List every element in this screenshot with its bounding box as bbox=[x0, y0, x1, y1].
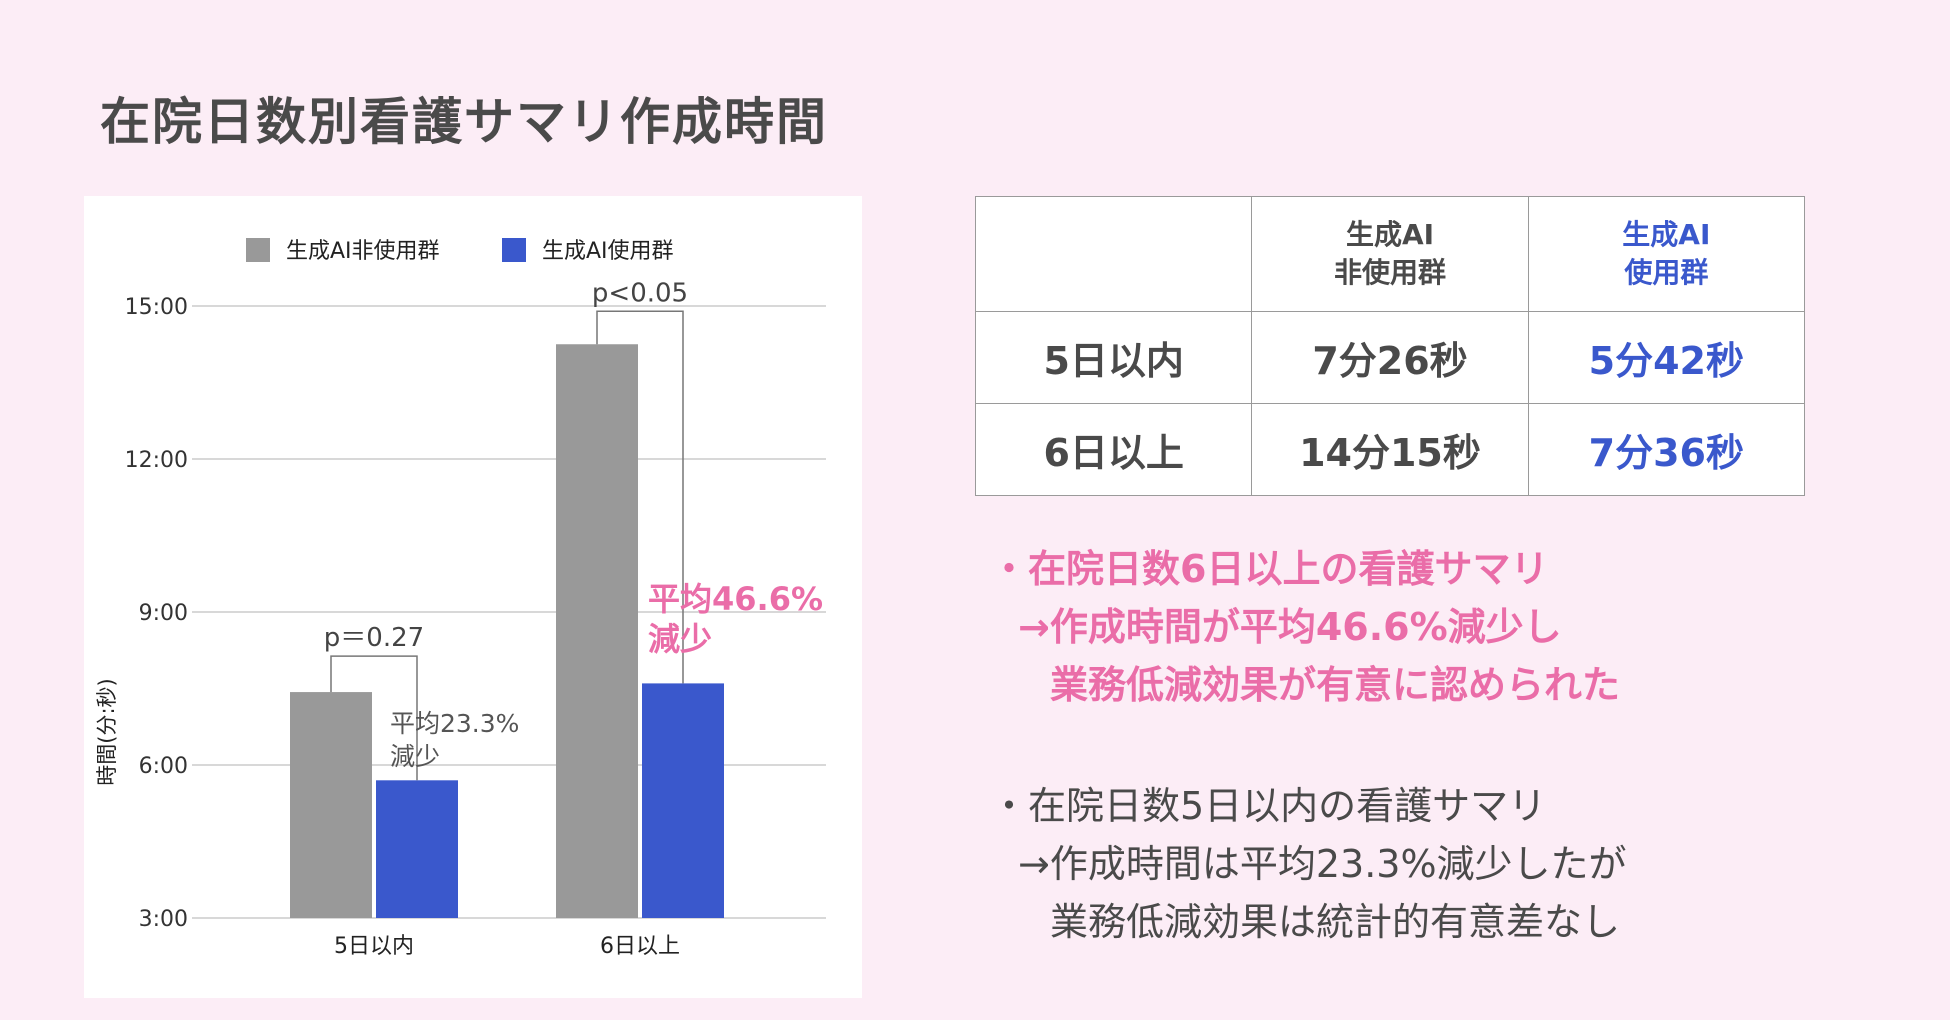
reduction-label: 減少 bbox=[648, 620, 712, 658]
legend-swatch bbox=[246, 238, 270, 262]
bars bbox=[290, 344, 724, 918]
header-nonuse-line1: 生成AI bbox=[1345, 218, 1435, 251]
finding-nonsignificant-line: →作成時間は平均23.3%減少したが bbox=[1018, 842, 1627, 886]
finding-significant-line: →作成時間が平均46.6%減少し bbox=[1018, 605, 1562, 649]
cell-use: 5分42秒 bbox=[1527, 311, 1806, 404]
table-row: 6日以上 14分15秒 7分36秒 bbox=[974, 403, 1806, 496]
page-title: 在院日数別看護サマリ作成時間 bbox=[100, 93, 828, 151]
y-axis-label: 時間(分:秒) bbox=[95, 678, 119, 785]
summary-table: 生成AI 非使用群 生成AI 使用群 5日以内 7分26秒 5分42秒 6日以上… bbox=[974, 196, 1806, 496]
table-header-nonuse: 生成AI 非使用群 bbox=[1251, 196, 1529, 312]
row-label: 5日以内 bbox=[974, 311, 1253, 404]
legend-label: 生成AI使用群 bbox=[542, 239, 674, 264]
finding-significant-line: ・在院日数6日以上の看護サマリ bbox=[990, 547, 1549, 591]
y-tick-label: 9:00 bbox=[139, 601, 188, 626]
cell-use: 7分36秒 bbox=[1527, 403, 1806, 496]
x-axis-ticks: 5日以内 6日以上 bbox=[334, 934, 680, 959]
table-header-corner bbox=[974, 196, 1253, 312]
header-use-line2: 使用群 bbox=[1624, 256, 1709, 289]
finding-nonsignificant-line: ・在院日数5日以内の看護サマリ bbox=[990, 784, 1547, 828]
table-row: 5日以内 7分26秒 5分42秒 bbox=[974, 311, 1806, 404]
header-nonuse-line2: 非使用群 bbox=[1333, 256, 1446, 289]
cell-nonuse: 7分26秒 bbox=[1251, 311, 1529, 404]
bar bbox=[290, 692, 372, 918]
p-value-label: p<0.05 bbox=[592, 278, 688, 308]
y-tick-label: 6:00 bbox=[139, 754, 188, 779]
x-tick-label: 6日以上 bbox=[600, 934, 680, 959]
bar-chart-panel: 3:00 6:00 9:00 12:00 15:00 5日以内 6日以上 生成AI非使用群… bbox=[84, 196, 862, 998]
legend-swatch bbox=[502, 238, 526, 262]
legend-label: 生成AI非使用群 bbox=[286, 239, 440, 264]
table-header-use: 生成AI 使用群 bbox=[1527, 196, 1806, 312]
bar-chart: 3:00 6:00 9:00 12:00 15:00 5日以内 6日以上 生成AI非使用群… bbox=[95, 238, 826, 959]
y-axis-ticks: 3:00 6:00 9:00 12:00 15:00 bbox=[125, 295, 188, 932]
cell-nonuse: 14分15秒 bbox=[1251, 403, 1529, 496]
reduction-label: 減少 bbox=[390, 742, 440, 771]
significance-bracket bbox=[596, 310, 684, 684]
y-tick-label: 15:00 bbox=[125, 295, 188, 320]
x-tick-label: 5日以内 bbox=[334, 934, 414, 959]
finding-nonsignificant-line: 業務低減効果は統計的有意差なし bbox=[1050, 900, 1621, 944]
p-value-label: p＝0.27 bbox=[324, 623, 424, 653]
row-label: 6日以上 bbox=[974, 403, 1253, 496]
bar bbox=[642, 683, 724, 918]
reduction-label: 平均46.6% bbox=[648, 580, 823, 618]
significance-bracket bbox=[330, 655, 418, 781]
table-header-row: 生成AI 非使用群 生成AI 使用群 bbox=[974, 196, 1806, 312]
bar bbox=[556, 344, 638, 918]
y-tick-label: 12:00 bbox=[125, 448, 188, 473]
finding-significant-line: 業務低減効果が有意に認められた bbox=[1050, 663, 1621, 707]
finding-significant: ・在院日数6日以上の看護サマリ →作成時間が平均46.6%減少し 業務低減効果が… bbox=[990, 540, 1620, 714]
finding-nonsignificant: ・在院日数5日以内の看護サマリ →作成時間は平均23.3%減少したが 業務低減効… bbox=[990, 777, 1627, 951]
y-tick-label: 3:00 bbox=[139, 907, 188, 932]
reduction-label: 平均23.3% bbox=[390, 709, 519, 738]
header-use-line1: 生成AI bbox=[1622, 218, 1711, 251]
bar bbox=[376, 780, 458, 918]
legend: 生成AI非使用群 生成AI使用群 bbox=[246, 238, 674, 264]
